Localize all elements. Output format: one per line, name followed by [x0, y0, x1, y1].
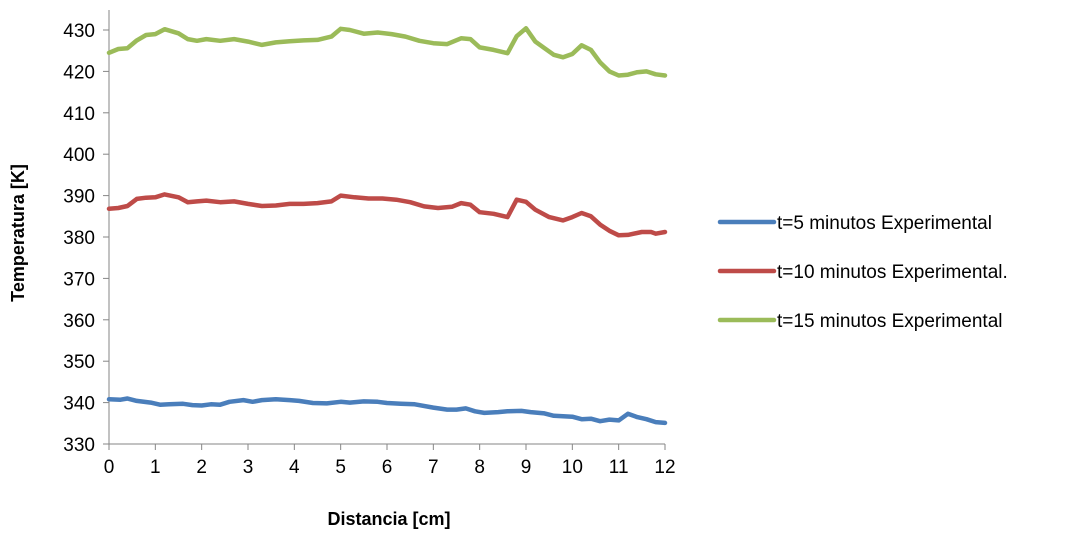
legend-label-3: t=15 minutos Experimental — [777, 311, 1002, 332]
x-tick-label: 11 — [609, 457, 629, 478]
y-tick-label: 340 — [63, 394, 95, 415]
x-tick-label: 3 — [243, 457, 254, 478]
legend: t=5 minutos Experimental t=10 minutos Exp… — [717, 213, 1008, 332]
y-tick-label: 330 — [63, 435, 95, 456]
y-tick-label: 380 — [63, 228, 95, 249]
y-tick-label: 400 — [63, 145, 95, 166]
y-tick-label: 420 — [63, 62, 95, 83]
x-tick-label: 1 — [150, 457, 161, 478]
x-tick-label: 5 — [335, 457, 346, 478]
x-tick-label: 6 — [382, 457, 393, 478]
x-axis-title: Distancia [cm] — [327, 509, 450, 529]
series-line-3 — [106, 26, 668, 78]
x-tick-label: 10 — [562, 457, 583, 478]
series-line-1 — [106, 396, 668, 426]
y-axis-ticks: 330 340 350 360 370 380 390 400 410 420 430 — [63, 21, 109, 456]
y-axis-title: Temperatura [K] — [8, 164, 28, 302]
y-tick-label: 350 — [63, 352, 95, 373]
x-axis-ticks: 0 1 2 3 4 5 6 7 8 9 10 11 12 — [104, 444, 676, 478]
y-tick-label: 430 — [63, 21, 95, 42]
x-tick-label: 8 — [474, 457, 485, 478]
x-tick-label: 0 — [104, 457, 115, 478]
series-lines — [106, 26, 668, 426]
y-tick-label: 360 — [63, 311, 95, 332]
axes — [108, 10, 665, 445]
x-tick-label: 4 — [289, 457, 300, 478]
legend-label-1: t=5 minutos Experimental — [777, 213, 992, 234]
x-tick-label: 12 — [654, 457, 675, 478]
y-tick-label: 390 — [63, 187, 95, 208]
y-tick-label: 410 — [63, 104, 95, 125]
x-tick-label: 7 — [428, 457, 439, 478]
x-tick-label: 9 — [521, 457, 532, 478]
y-tick-label: 370 — [63, 269, 95, 290]
series-line-2 — [106, 192, 668, 238]
x-tick-label: 2 — [196, 457, 207, 478]
legend-label-2: t=10 minutos Experimental. — [777, 262, 1008, 283]
